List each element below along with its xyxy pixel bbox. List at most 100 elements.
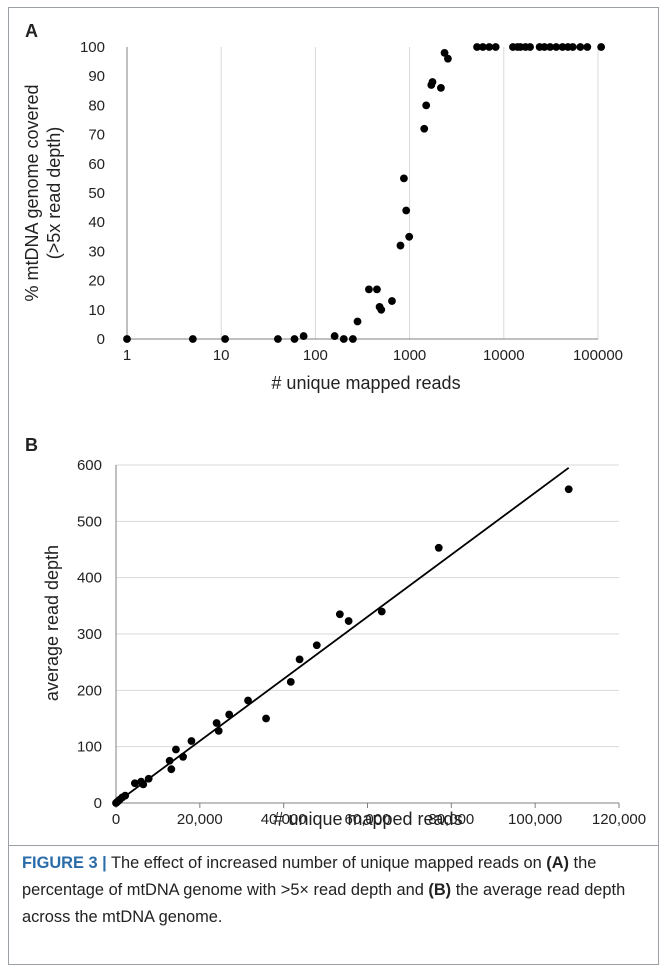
panel-a-data-point (330, 332, 339, 340)
panel-a-y-tick-label: 20 (88, 273, 105, 290)
panel-a-y-tick-label: 90 (88, 68, 105, 85)
panel-a-data-point (428, 78, 437, 86)
panel-a-y-tick-label: 50 (88, 185, 105, 202)
panel-b-x-tick-label: 0 (112, 811, 120, 828)
panel-a-data-point (597, 43, 606, 51)
panel-a-data-point (377, 305, 386, 314)
chart-b: B 0 20,000 40,000 60,000 80,000 100,000 120,00… (25, 435, 646, 829)
panel-a-data-point (526, 43, 534, 51)
panel-a-x-tick-label: 1 (123, 347, 131, 364)
panel-a-data-point (274, 335, 282, 343)
panel-a-y-tick-label: 80 (88, 97, 105, 114)
panel-b-y-tick-label: 600 (77, 457, 102, 474)
caption-text-1: The effect of increased number of unique… (106, 854, 547, 872)
panel-b-data-point (165, 756, 174, 765)
caption-text-3: the average read depth across the mtDNA … (22, 881, 626, 926)
panel-b-data-point (212, 719, 221, 727)
panel-a-x-tick-label: 100 (303, 347, 328, 364)
caption-label: FIGURE 3 | (22, 854, 107, 872)
panel-a-data-point (353, 317, 362, 326)
panel-b-data-point (564, 485, 573, 494)
panel-b-y-tick-label: 400 (77, 570, 102, 587)
panel-a-x-axis-label: # unique mapped reads (271, 373, 460, 393)
panel-b-trendline-group (115, 467, 570, 804)
panel-b-x-tick-labels: 0 20,000 40,000 60,000 80,000 100,000 120,000 (112, 811, 646, 828)
panel-b-data-point (312, 641, 321, 650)
panel-a-data-point (552, 43, 561, 51)
panel-a-data-point (373, 285, 381, 294)
panel-b-data-point (121, 791, 130, 800)
panel-b-y-tick-label: 500 (77, 513, 102, 530)
panel-b-data-point (295, 655, 304, 664)
caption-panel-b-ref: (B) (428, 881, 452, 899)
panel-b-data-point (377, 607, 386, 616)
panel-a-data-point (388, 297, 396, 305)
panel-b-y-axis-label: average read depth (42, 545, 62, 701)
panel-b-grid (116, 464, 619, 748)
chart-a: A 1 10 100 1000 10000 100000 0 10 20 30 40 50 60 70 8… (22, 21, 623, 393)
panel-b-data-point (144, 774, 153, 783)
panel-a-data-point (437, 83, 445, 92)
panel-b-y-tick-label: 0 (94, 795, 102, 812)
panel-a-points (123, 43, 606, 343)
panel-b-x-tick-label: 40,000 (261, 811, 307, 828)
panel-a-y-axis-label-line: % mtDNA genome covered (22, 84, 42, 301)
panel-a-y-tick-label: 0 (97, 331, 105, 348)
panel-b-data-point (172, 745, 180, 754)
panel-a-data-point (290, 335, 299, 343)
panel-b-data-point (335, 610, 344, 619)
panel-b-trendline (115, 467, 570, 804)
panel-b-label: B (25, 435, 38, 455)
panel-a-x-tick-label: 10000 (483, 347, 525, 364)
panel-b-data-point (286, 677, 295, 686)
panel-a-data-point (485, 43, 494, 51)
panel-b-data-point (214, 726, 223, 735)
panel-b-data-point (244, 696, 252, 705)
panel-a-x-tick-label: 1000 (393, 347, 426, 364)
panel-a-data-point (473, 43, 481, 51)
panel-a-data-point (402, 206, 411, 215)
panel-a-data-point (299, 332, 308, 340)
panel-a-label: A (25, 21, 38, 41)
caption-panel-a-ref: (A) (546, 854, 569, 872)
caption-divider (9, 845, 658, 846)
panel-a-x-tick-label: 100000 (573, 347, 623, 364)
panel-a-data-point (221, 335, 229, 343)
panel-a-y-tick-label: 40 (88, 214, 105, 231)
panel-a-data-point (123, 335, 131, 343)
panel-a-y-tick-label: 100 (80, 39, 105, 56)
panel-b-x-tick-label: 120,000 (592, 811, 646, 828)
panel-a-y-axis-label-line: (>5x read depth) (44, 127, 64, 260)
panel-b-x-tick-label: 100,000 (508, 811, 562, 828)
panel-a-data-point (420, 124, 429, 133)
panel-b-points (112, 485, 573, 807)
panel-b-x-axis-label: # unique mapped reads (273, 809, 462, 829)
panel-b-data-point (434, 543, 443, 552)
panel-a-y-tick-label: 60 (88, 156, 105, 173)
panel-a-x-tick-labels: 1 10 100 1000 10000 100000 (123, 347, 623, 364)
panel-a-data-point (422, 101, 431, 110)
panel-b-data-point (187, 737, 196, 745)
panel-a-data-point (443, 54, 452, 63)
panel-a-y-tick-labels: 0 10 20 30 40 50 60 70 80 90 100 (80, 39, 105, 348)
panel-a-data-point (576, 43, 585, 51)
panel-a-y-axis-label: % mtDNA genome covered (>5x read depth) (22, 84, 64, 301)
panel-b-y-tick-labels: 0 100 200 300 400 500 600 (77, 457, 102, 812)
panel-b-data-point (262, 714, 270, 723)
panel-a-data-point (396, 241, 405, 250)
panel-b-y-tick-label: 200 (77, 682, 102, 699)
panel-a-data-point (339, 335, 348, 343)
panel-a-data-point (540, 43, 549, 51)
panel-a-data-point (583, 43, 592, 51)
panel-a-data-point (365, 285, 373, 294)
panel-a-data-point (348, 335, 357, 343)
panel-b-data-point (344, 617, 353, 625)
panel-a-data-point (400, 174, 408, 183)
panel-b-data-point (139, 780, 148, 789)
panel-b-data-point (130, 779, 139, 788)
panel-a-y-tick-label: 10 (88, 302, 105, 319)
panel-a-data-point (491, 43, 500, 51)
panel-b-x-tick-label: 20,000 (177, 811, 223, 828)
panel-a-axes (126, 47, 598, 340)
panel-b-y-tick-label: 100 (77, 739, 102, 756)
